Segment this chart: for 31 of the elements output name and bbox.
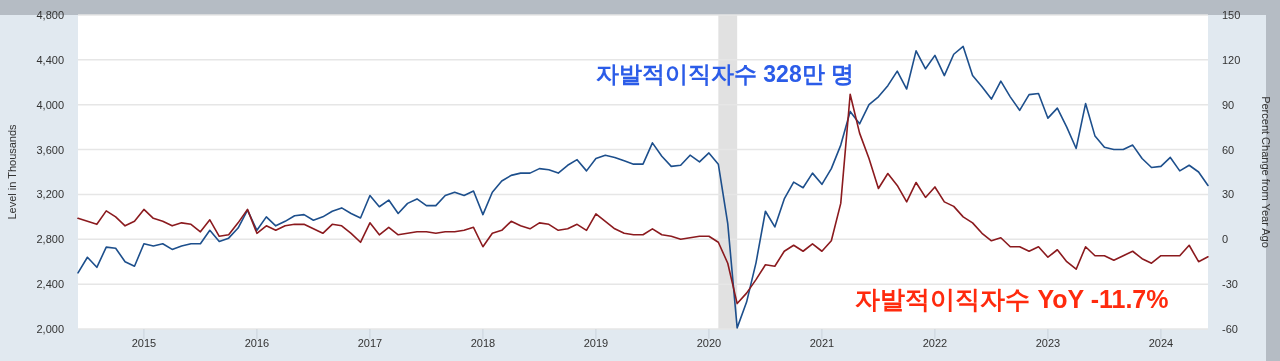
x-tick-label: 2021 <box>809 337 835 349</box>
x-tick-label: 2024 <box>1148 337 1174 349</box>
x-tick-label: 2023 <box>1035 337 1061 349</box>
x-tick-label: 2018 <box>470 337 496 349</box>
x-tick-label: 2020 <box>696 337 722 349</box>
y2-tick-label: 120 <box>1222 53 1241 66</box>
y-tick-label: 4,000 <box>36 98 64 111</box>
y-tick-label: 2,000 <box>36 323 64 335</box>
x-tick-label: 2015 <box>131 337 157 349</box>
x-tick-label: 2016 <box>244 337 270 349</box>
y2-tick-label: -60 <box>1222 323 1238 335</box>
y-tick-label: 4,400 <box>36 53 64 66</box>
y2-tick-label: 60 <box>1222 143 1235 156</box>
y2-tick-label: -30 <box>1222 278 1238 291</box>
y-tick-label: 3,200 <box>36 188 64 201</box>
y-tick-label: 3,600 <box>36 143 64 156</box>
y2-tick-label: 90 <box>1222 98 1235 111</box>
y-tick-label: 2,400 <box>36 278 64 291</box>
y2-tick-label: 30 <box>1222 188 1235 201</box>
annotation: 자발적이직자수 328만 명 <box>595 61 855 87</box>
x-tick-label: 2017 <box>357 337 383 349</box>
y-tick-label: 2,800 <box>36 233 64 246</box>
annotation: 자발적이직자수 YoY -11.7% <box>855 285 1169 313</box>
y-axis-title: Level in Thousands <box>6 123 18 220</box>
line-series <box>77 45 1209 329</box>
x-tick-label: 2022 <box>922 337 948 349</box>
x-tick-label: 2019 <box>583 337 609 349</box>
y-tick-label: 4,800 <box>36 9 64 21</box>
y2-tick-label: 150 <box>1222 9 1241 21</box>
y2-tick-label: 0 <box>1222 233 1229 246</box>
y2-axis-title: Percent Change from Year Ago <box>1260 96 1272 248</box>
